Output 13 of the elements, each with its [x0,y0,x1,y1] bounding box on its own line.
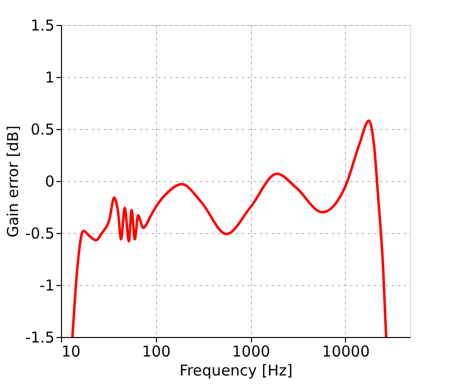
x-tick-label: 1000 [232,342,270,360]
y-tick-label: 0 [44,172,54,190]
y-axis-title: Gain error [dB] [4,126,22,238]
x-tick-label: 10 [62,342,81,360]
y-tick-label: -1.5 [25,328,54,346]
x-axis-title: Frequency [Hz] [179,362,293,380]
y-tick-label: -0.5 [25,224,54,242]
y-tick-label: 1 [44,68,54,86]
y-tick-label: 0.5 [30,120,54,138]
x-tick-label: 100 [142,342,171,360]
x-tick-label: 10000 [322,342,370,360]
y-tick-label: -1 [40,276,54,294]
y-tick-label: 1.5 [30,16,54,34]
